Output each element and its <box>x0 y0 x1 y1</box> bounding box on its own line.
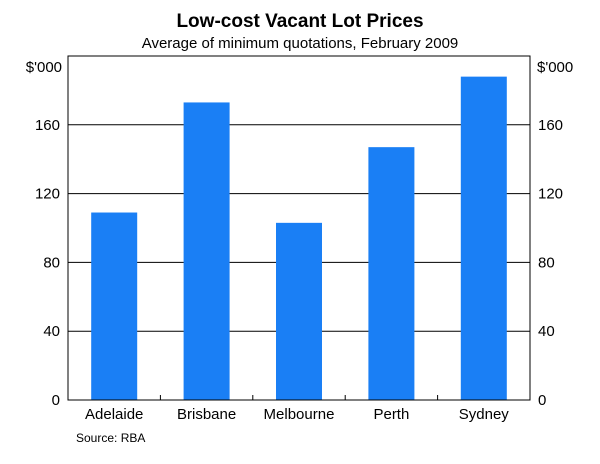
y-tick-label-right: 160 <box>538 117 563 134</box>
y-tick-label-left: 120 <box>35 186 60 203</box>
bar-melbourne <box>276 222 322 400</box>
source-note: Source: RBA <box>76 431 145 445</box>
category-label: Adelaide <box>85 406 143 423</box>
y-tick-label-left: 80 <box>43 254 60 271</box>
y-tick-label-left: 0 <box>52 392 60 409</box>
y-tick-label-right: 0 <box>538 392 546 409</box>
bar-brisbane <box>183 102 230 400</box>
y-unit-left: $'000 <box>26 59 62 76</box>
y-tick-labels: 0 0 40 40 80 80 120 120 160 160 <box>35 117 563 409</box>
bar-adelaide <box>91 212 138 400</box>
y-tick-label-left: 40 <box>43 323 60 340</box>
y-tick-label-right: 40 <box>538 323 555 340</box>
bar-sydney <box>460 76 507 400</box>
category-labels: Adelaide Brisbane Melbourne Perth Sydney <box>85 406 509 423</box>
y-unit-right: $'000 <box>537 59 573 76</box>
chart-title: Low-cost Vacant Lot Prices <box>176 11 423 32</box>
category-label: Brisbane <box>177 406 236 423</box>
category-label: Sydney <box>459 406 510 423</box>
category-label: Melbourne <box>264 406 335 423</box>
y-tick-label-right: 120 <box>538 186 563 203</box>
x-tick-marks <box>159 395 439 400</box>
chart-subtitle: Average of minimum quotations, February … <box>142 35 459 52</box>
plot-frame <box>67 55 531 401</box>
y-tick-label-left: 160 <box>35 117 60 134</box>
bars <box>91 76 507 400</box>
y-tick-label-right: 80 <box>538 254 555 271</box>
category-label: Perth <box>373 406 409 423</box>
bar-perth <box>368 147 415 400</box>
